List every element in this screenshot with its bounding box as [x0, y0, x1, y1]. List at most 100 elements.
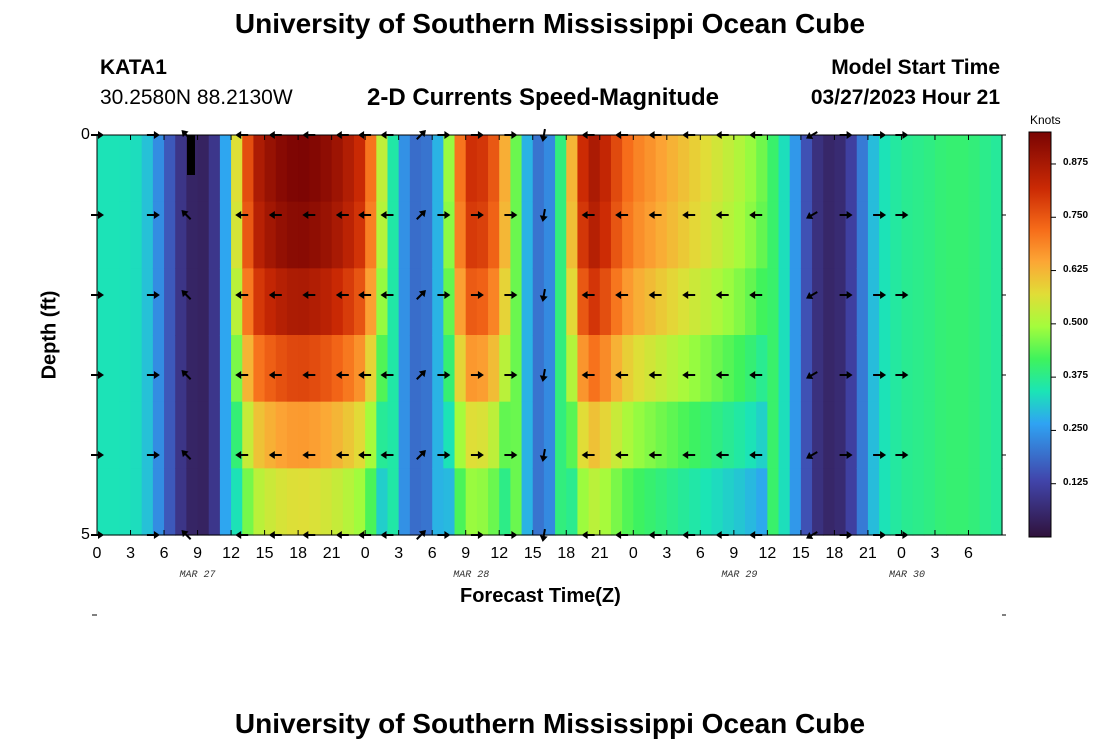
current-arrow: [235, 211, 249, 219]
heatmap-cell: [778, 335, 791, 403]
heatmap-cell: [800, 335, 813, 403]
heatmap-cell: [901, 468, 914, 536]
heatmap-cell: [689, 201, 701, 269]
heatmap-cell: [890, 401, 903, 469]
heatmap-cell: [577, 401, 590, 469]
heatmap-cell: [946, 401, 958, 469]
heatmap-cell: [387, 401, 400, 469]
heatmap-cell: [778, 201, 791, 269]
heatmap-cell: [532, 335, 545, 403]
heatmap-cell: [946, 201, 958, 269]
heatmap-cell: [175, 268, 187, 336]
current-arrow: [416, 450, 426, 460]
heatmap-cell: [789, 468, 802, 536]
heatmap-cell: [97, 201, 109, 269]
heatmap-cell: [946, 335, 958, 403]
heatmap-cell: [733, 401, 746, 469]
heatmap-cell: [543, 135, 556, 203]
current-arrow: [648, 371, 662, 379]
current-arrow: [470, 211, 484, 219]
heatmap-cell: [398, 401, 411, 469]
heatmap-cell: [968, 201, 981, 269]
x-tick-label: 21: [590, 545, 609, 562]
heatmap-cell: [566, 335, 579, 403]
heatmap-cell: [957, 335, 970, 403]
heatmap-cell: [577, 268, 590, 336]
heatmap-cell: [175, 401, 187, 469]
heatmap-cell: [108, 135, 120, 203]
x-tick-label: 6: [427, 545, 437, 562]
colorbar-ticks: [1051, 163, 1056, 485]
heatmap-cell: [800, 468, 813, 536]
heatmap-cell: [298, 335, 310, 403]
heatmap-cell: [208, 335, 221, 403]
heatmap-cell: [633, 468, 646, 536]
heatmap-cell: [510, 335, 523, 403]
heatmap-cell: [521, 401, 534, 469]
heatmap-cell: [990, 201, 1003, 269]
heatmap-cell: [164, 401, 176, 469]
current-arrow: [615, 291, 629, 299]
heatmap-cell: [923, 268, 936, 336]
current-arrow: [268, 211, 282, 219]
heatmap-cell: [242, 401, 255, 469]
heatmap-cell: [521, 268, 534, 336]
heatmap-cell: [432, 201, 444, 269]
current-arrow: [648, 451, 662, 459]
heatmap-cell: [555, 401, 567, 469]
heatmap-cell: [275, 335, 288, 403]
heatmap-cell: [499, 401, 511, 469]
current-arrow: [302, 291, 316, 299]
heatmap-cell: [812, 135, 824, 203]
current-arrow: [504, 371, 518, 379]
heatmap-cell: [510, 268, 523, 336]
current-arrow: [806, 291, 818, 299]
heatmap-cell: [722, 268, 735, 336]
heatmap-cell: [934, 135, 947, 203]
heatmap-cell: [946, 268, 958, 336]
heatmap-cell: [622, 335, 634, 403]
current-arrow: [539, 128, 548, 142]
heatmap-cell: [499, 268, 511, 336]
current-arrow: [715, 211, 729, 219]
heatmap-cell: [398, 201, 411, 269]
heatmap-cell: [767, 201, 780, 269]
heatmap-cell: [275, 268, 288, 336]
heatmap-cell: [633, 268, 646, 336]
heatmap-cell: [800, 401, 813, 469]
heatmap-cell: [231, 268, 243, 336]
heatmap-cell: [141, 468, 154, 536]
heatmap-cell: [778, 135, 791, 203]
heatmap-cell: [130, 468, 143, 536]
heatmap-cell: [834, 201, 847, 269]
current-arrow: [615, 371, 629, 379]
current-arrow: [146, 451, 160, 459]
heatmap-cell: [521, 201, 534, 269]
heatmap-cell: [186, 201, 199, 269]
current-arrow: [715, 371, 729, 379]
heatmap-cell: [957, 135, 970, 203]
current-arrow: [895, 371, 909, 379]
current-arrow: [181, 290, 192, 300]
heatmap-cell: [242, 268, 255, 336]
heatmap-cell: [655, 401, 668, 469]
heatmap-cell: [711, 401, 724, 469]
heatmap-cell: [778, 468, 791, 536]
heatmap-cell: [957, 468, 970, 536]
current-arrow: [437, 291, 451, 299]
x-tick-label: 9: [193, 545, 202, 562]
x-tick-label: 18: [289, 545, 308, 562]
current-arrow: [470, 291, 484, 299]
heatmap-cell: [700, 201, 713, 269]
heatmap-cell: [946, 135, 958, 203]
heatmap-cell: [789, 335, 802, 403]
heatmap-cell: [677, 335, 690, 403]
heatmap-cell: [275, 135, 288, 203]
heatmap-cell: [197, 335, 210, 403]
heatmap-cell: [197, 268, 210, 336]
current-arrow: [335, 371, 349, 379]
heatmap-cell: [309, 468, 322, 536]
heatmap-cell: [555, 135, 567, 203]
heatmap-cell: [331, 135, 344, 203]
heatmap-cell: [789, 268, 802, 336]
